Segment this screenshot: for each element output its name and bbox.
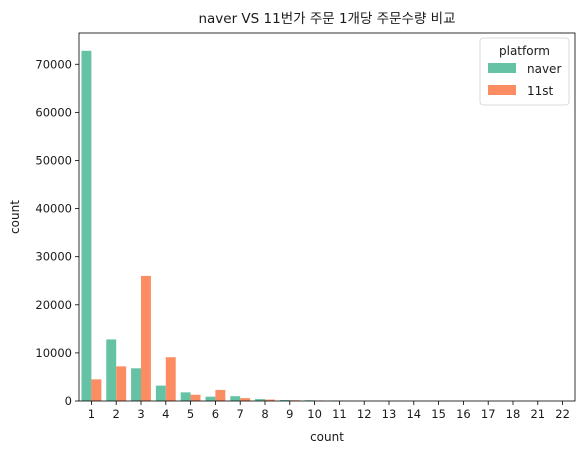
legend-label-11st: 11st — [527, 84, 554, 98]
bar-naver-5 — [180, 392, 191, 401]
x-tick-label: 5 — [187, 407, 194, 421]
bar-naver-6 — [205, 396, 216, 401]
x-tick-label: 14 — [406, 407, 421, 421]
x-tick-label: 21 — [530, 407, 545, 421]
x-tick-label: 15 — [431, 407, 446, 421]
x-tick-label: 11 — [332, 407, 347, 421]
bar-naver-7 — [230, 396, 241, 401]
bar-naver-9 — [279, 400, 290, 401]
y-tick-label: 30000 — [35, 250, 72, 264]
y-axis-label: count — [8, 200, 22, 234]
bar-naver-3 — [131, 368, 141, 401]
x-tick-label: 22 — [555, 407, 570, 421]
bar-11st-5 — [190, 394, 201, 401]
plot-frame — [78, 32, 576, 402]
x-tick-label: 4 — [162, 407, 169, 421]
chart-title: naver VS 11번가 주문 1개당 주문수량 비교 — [198, 11, 455, 27]
x-tick-label: 8 — [261, 407, 268, 421]
legend-label-naver: naver — [527, 62, 561, 76]
bar-11st-2 — [116, 366, 127, 401]
legend: platform naver 11st — [479, 37, 570, 106]
y-tick-label: 20000 — [35, 298, 72, 312]
y-tick-label: 40000 — [35, 202, 72, 216]
x-tick-label: 9 — [286, 407, 293, 421]
x-tick-label: 3 — [137, 407, 144, 421]
y-axis: 0 10000 20000 30000 40000 50000 60000 70000 — [35, 57, 79, 408]
legend-swatch-11st — [488, 85, 516, 95]
x-tick-label: 12 — [357, 407, 372, 421]
y-tick-label: 70000 — [35, 57, 72, 71]
x-tick-label: 1 — [88, 407, 95, 421]
x-tick-label: 10 — [307, 407, 322, 421]
bar-naver-8 — [255, 399, 265, 401]
bar-11st-8 — [265, 399, 275, 401]
x-axis-label: count — [310, 430, 344, 444]
bar-11st-1 — [91, 379, 102, 401]
x-tick-label: 18 — [506, 407, 521, 421]
x-tick-label: 16 — [456, 407, 471, 421]
y-tick-label: 10000 — [35, 346, 72, 360]
x-tick-label: 2 — [113, 407, 120, 421]
legend-swatch-naver — [488, 63, 516, 73]
bar-naver-2 — [106, 339, 117, 401]
legend-title: platform — [499, 44, 550, 58]
bar-11st-6 — [215, 389, 226, 401]
x-tick-label: 7 — [237, 407, 244, 421]
y-tick-label: 50000 — [35, 153, 72, 167]
x-tick-label: 13 — [382, 407, 397, 421]
y-tick-label: 60000 — [35, 105, 72, 119]
bars — [81, 50, 573, 401]
x-axis: 1 2 3 4 5 6 7 8 9 10 11 12 13 14 15 16 17 18 21 22 — [88, 401, 570, 421]
x-tick-label: 17 — [481, 407, 496, 421]
bar-11st-7 — [240, 398, 251, 401]
bar-naver-4 — [155, 385, 166, 401]
bar-11st-4 — [165, 357, 176, 401]
x-tick-label: 6 — [212, 407, 219, 421]
bar-11st-3 — [141, 275, 151, 401]
bar-naver-1 — [81, 50, 92, 401]
y-tick-label: 0 — [65, 394, 72, 408]
